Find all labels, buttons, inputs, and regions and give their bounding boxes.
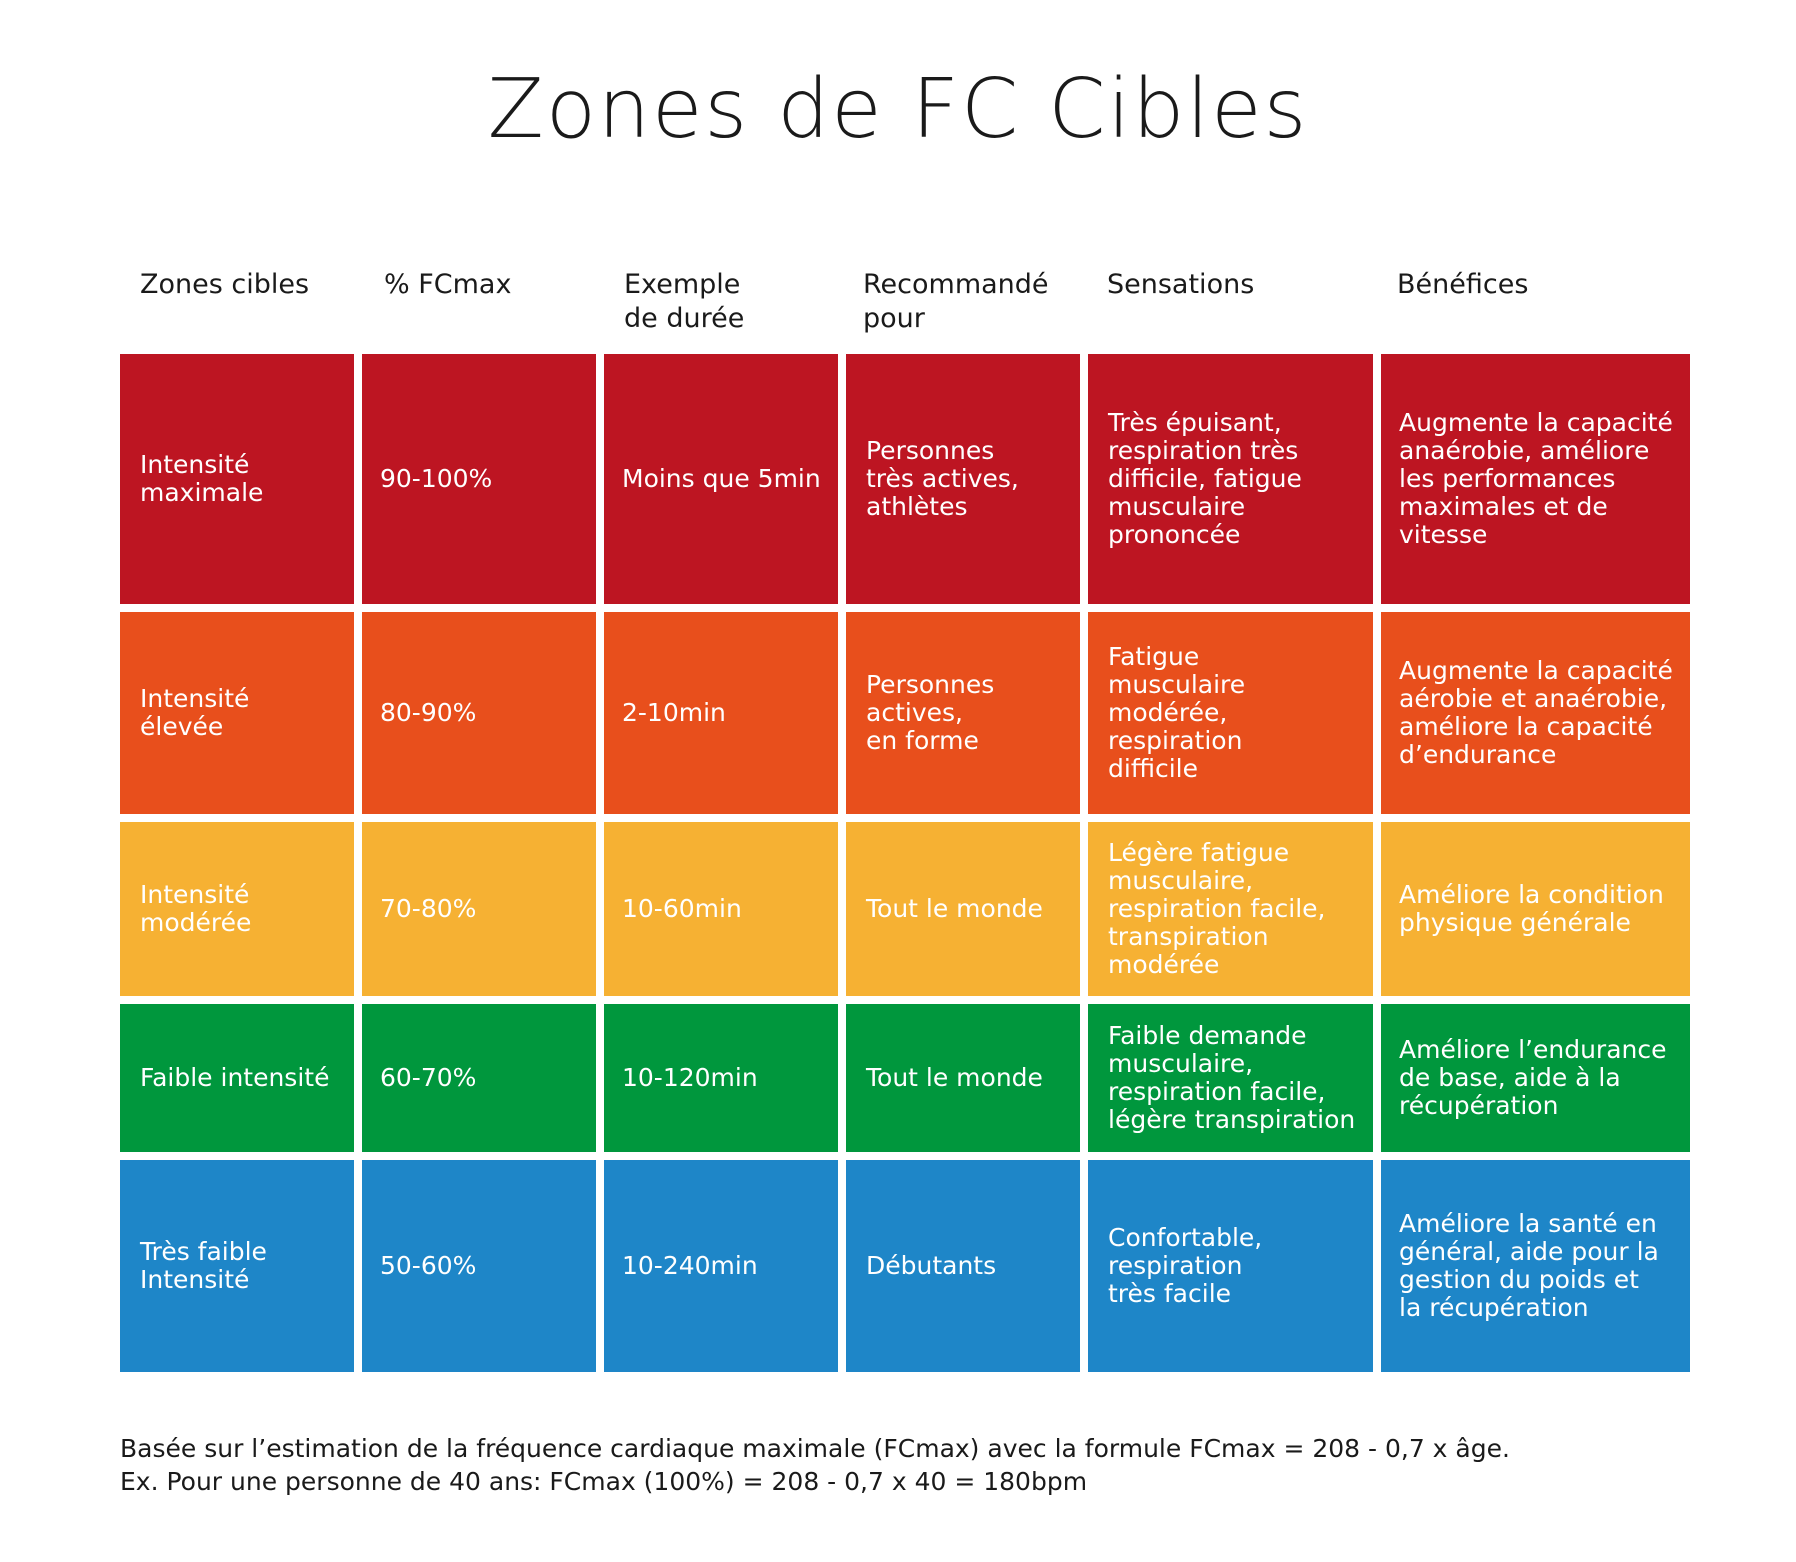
cell-faible-sensations: Faible demande musculaire, respiration f… [1088,1004,1373,1152]
cell-text: Faible intensité [140,1063,330,1092]
cell-elevee-recommande: Personnes actives, en forme [846,612,1080,814]
cell-text: 70-80% [380,894,477,923]
cell-text: Améliore l’endurance de base, aide à la … [1399,1035,1667,1120]
cell-maximale-recommande: Personnes très actives, athlètes [846,354,1080,604]
cell-text: Faible demande musculaire, respiration f… [1108,1021,1356,1134]
cell-elevee-sensations: Fatigue musculaire modérée, respiration … [1088,612,1373,814]
cell-text: Améliore la santé en général, aide pour … [1399,1209,1659,1322]
cell-elevee-pct-fcmax: 80-90% [362,612,596,814]
table-header: Zones cibles % FCmax Exemple de durée Re… [120,268,1690,348]
cell-tres-faible-pct-fcmax: 50-60% [362,1160,596,1372]
cell-text: 60-70% [380,1063,477,1092]
cell-faible-benefices: Améliore l’endurance de base, aide à la … [1381,1004,1690,1152]
header-pct-fcmax: % FCmax [384,269,512,300]
cell-text: 50-60% [380,1251,477,1280]
cell-tres-faible-sensations: Confortable, respiration très facile [1088,1160,1373,1372]
cell-maximale-duree: Moins que 5min [604,354,838,604]
cell-text: Personnes actives, en forme [866,670,995,755]
cell-elevee-benefices: Augmente la capacité aérobie et anaérobi… [1381,612,1690,814]
cell-text: Moins que 5min [622,464,821,493]
cell-maximale-benefices: Augmente la capacité anaérobie, améliore… [1381,354,1690,604]
cell-tres-faible-recommande: Débutants [846,1160,1080,1372]
cell-text: 10-60min [622,894,742,923]
cell-text: Améliore la condition physique générale [1399,880,1664,937]
cell-maximale-pct-fcmax: 90-100% [362,354,596,604]
cell-moderee-duree: 10-60min [604,822,838,996]
cell-moderee-benefices: Améliore la condition physique générale [1381,822,1690,996]
cell-text: Intensité modérée [140,880,252,937]
cell-faible-pct-fcmax: 60-70% [362,1004,596,1152]
header-recommande-pour: Recommandé pour [863,269,1049,334]
cell-text: Très épuisant, respiration très difficil… [1108,408,1302,549]
header-exemple-duree: Exemple de durée [624,269,745,334]
page-title: Zones de FC Cibles [487,62,1309,157]
cell-maximale-zone: Intensité maximale [120,354,354,604]
cell-text: Augmente la capacité aérobie et anaérobi… [1399,656,1673,769]
cell-text: Débutants [866,1251,997,1280]
cell-text: Personnes très actives, athlètes [866,436,1019,521]
cell-text: Fatigue musculaire modérée, respiration … [1108,642,1246,783]
cell-moderee-pct-fcmax: 70-80% [362,822,596,996]
cell-elevee-duree: 2-10min [604,612,838,814]
cell-text: 10-240min [622,1251,758,1280]
footnote-formula: Basée sur l’estimation de la fréquence c… [120,1434,1510,1463]
cell-text: 10-120min [622,1063,758,1092]
cell-text: Confortable, respiration très facile [1108,1223,1263,1308]
cell-faible-duree: 10-120min [604,1004,838,1152]
cell-text: 90-100% [380,464,493,493]
cell-faible-recommande: Tout le monde [846,1004,1080,1152]
cell-text: Intensité maximale [140,450,264,507]
footnote: Basée sur l’estimation de la fréquence c… [120,1432,1720,1498]
cell-moderee-sensations: Légère fatigue musculaire, respiration f… [1088,822,1373,996]
footnote-example: Ex. Pour une personne de 40 ans: FCmax (… [120,1467,1088,1496]
cell-text: Intensité élevée [140,684,250,741]
header-sensations: Sensations [1107,269,1255,300]
cell-text: 80-90% [380,698,477,727]
cell-text: Augmente la capacité anaérobie, améliore… [1399,408,1673,549]
cell-text: Tout le monde [866,894,1043,923]
cell-tres-faible-benefices: Améliore la santé en général, aide pour … [1381,1160,1690,1372]
cell-faible-zone: Faible intensité [120,1004,354,1152]
cell-text: Légère fatigue musculaire, respiration f… [1108,838,1326,979]
header-benefices: Bénéfices [1397,269,1529,300]
header-zones-cibles: Zones cibles [140,269,310,300]
cell-text: 2-10min [622,698,726,727]
cell-text: Tout le monde [866,1063,1043,1092]
cell-moderee-zone: Intensité modérée [120,822,354,996]
cell-maximale-sensations: Très épuisant, respiration très difficil… [1088,354,1373,604]
cell-moderee-recommande: Tout le monde [846,822,1080,996]
cell-elevee-zone: Intensité élevée [120,612,354,814]
cell-tres-faible-zone: Très faible Intensité [120,1160,354,1372]
cell-text: Très faible Intensité [140,1237,267,1294]
cell-tres-faible-duree: 10-240min [604,1160,838,1372]
